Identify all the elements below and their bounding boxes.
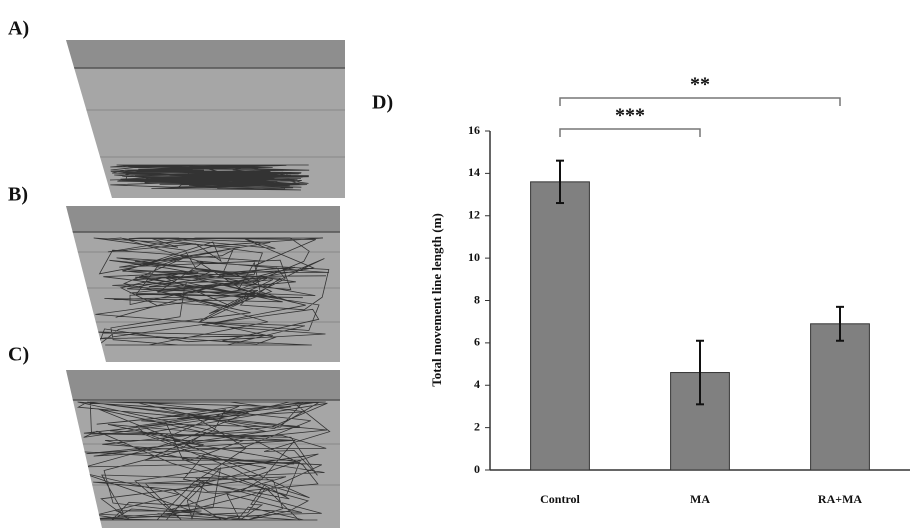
significance-label: ** bbox=[690, 74, 710, 96]
y-axis-label: Total movement line length (m) bbox=[429, 213, 444, 387]
track-mask bbox=[66, 206, 106, 362]
y-tick-label: 16 bbox=[468, 123, 480, 137]
significance-bracket bbox=[559, 128, 701, 137]
track-header bbox=[66, 370, 340, 400]
track-path bbox=[109, 164, 310, 191]
track-path bbox=[93, 237, 330, 347]
significance-bracket bbox=[559, 97, 841, 106]
panel-label: C) bbox=[8, 344, 29, 366]
panel-label: A) bbox=[8, 18, 29, 40]
chart-title: D) bbox=[372, 92, 393, 114]
track-panels bbox=[66, 40, 345, 528]
y-tick-label: 2 bbox=[474, 419, 480, 433]
significance-label: *** bbox=[615, 105, 645, 127]
x-tick-label: MA bbox=[690, 492, 710, 506]
track-mask bbox=[66, 370, 102, 528]
bar bbox=[530, 181, 590, 471]
track-path bbox=[75, 401, 331, 521]
x-tick-label: Control bbox=[540, 492, 580, 506]
y-tick-label: 14 bbox=[468, 165, 480, 179]
y-tick-label: 0 bbox=[474, 462, 480, 476]
x-tick-label: RA+MA bbox=[818, 492, 862, 506]
track-header bbox=[66, 40, 345, 68]
y-tick-label: 6 bbox=[474, 335, 480, 349]
panel-label: B) bbox=[8, 184, 28, 206]
y-tick-label: 4 bbox=[474, 377, 480, 391]
y-tick-label: 8 bbox=[474, 292, 480, 306]
y-tick-label: 12 bbox=[468, 208, 480, 222]
track-mask bbox=[66, 40, 112, 198]
track-header bbox=[66, 206, 340, 232]
y-tick-label: 10 bbox=[468, 250, 480, 264]
bar bbox=[810, 323, 870, 471]
